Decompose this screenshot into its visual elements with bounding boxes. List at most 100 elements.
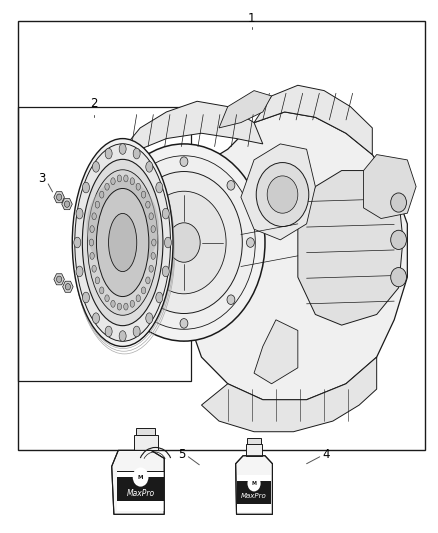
Polygon shape — [241, 144, 315, 240]
Circle shape — [57, 194, 62, 200]
Ellipse shape — [146, 277, 150, 284]
Circle shape — [247, 475, 261, 491]
Ellipse shape — [99, 191, 104, 198]
Bar — [134, 435, 158, 450]
Ellipse shape — [86, 180, 159, 273]
Polygon shape — [236, 456, 272, 514]
Ellipse shape — [149, 265, 153, 272]
Circle shape — [103, 144, 265, 341]
Polygon shape — [123, 101, 263, 149]
Ellipse shape — [151, 225, 155, 232]
Ellipse shape — [146, 161, 153, 172]
Ellipse shape — [124, 175, 128, 182]
Ellipse shape — [82, 292, 89, 303]
Ellipse shape — [130, 300, 134, 307]
Ellipse shape — [92, 213, 96, 220]
Ellipse shape — [88, 169, 158, 315]
Ellipse shape — [133, 148, 140, 159]
Ellipse shape — [111, 178, 115, 185]
Text: 3: 3 — [38, 172, 45, 185]
Ellipse shape — [117, 303, 122, 310]
Ellipse shape — [162, 266, 169, 277]
Ellipse shape — [72, 139, 173, 346]
Polygon shape — [101, 213, 123, 240]
Ellipse shape — [74, 237, 81, 248]
Bar — [247, 438, 261, 444]
Ellipse shape — [90, 225, 94, 232]
Ellipse shape — [146, 313, 153, 324]
Ellipse shape — [105, 326, 112, 337]
Bar — [237, 475, 271, 481]
Ellipse shape — [75, 144, 170, 341]
Ellipse shape — [141, 287, 146, 294]
Ellipse shape — [82, 159, 163, 326]
Ellipse shape — [130, 178, 134, 185]
Circle shape — [113, 156, 255, 329]
Ellipse shape — [76, 208, 83, 219]
Circle shape — [247, 238, 254, 247]
Circle shape — [57, 276, 62, 282]
Ellipse shape — [136, 183, 141, 190]
Circle shape — [180, 319, 188, 328]
Bar — [18, 107, 191, 381]
Bar — [117, 501, 164, 511]
Polygon shape — [112, 450, 164, 514]
Circle shape — [65, 284, 71, 290]
Polygon shape — [364, 155, 416, 219]
Ellipse shape — [99, 287, 104, 294]
Ellipse shape — [119, 330, 126, 341]
Polygon shape — [201, 357, 377, 432]
Polygon shape — [254, 320, 298, 384]
Bar — [117, 471, 164, 511]
Polygon shape — [254, 85, 372, 155]
Ellipse shape — [105, 148, 112, 159]
Ellipse shape — [111, 300, 115, 307]
Text: M: M — [251, 481, 257, 486]
Ellipse shape — [133, 326, 140, 337]
Ellipse shape — [156, 292, 163, 303]
Polygon shape — [298, 171, 403, 325]
Ellipse shape — [151, 253, 155, 260]
Circle shape — [256, 163, 309, 227]
Bar — [237, 475, 271, 512]
Ellipse shape — [162, 208, 169, 219]
Ellipse shape — [119, 144, 126, 155]
Text: 1: 1 — [248, 12, 256, 25]
Ellipse shape — [149, 213, 153, 220]
Circle shape — [64, 201, 70, 207]
Ellipse shape — [92, 161, 99, 172]
Circle shape — [267, 176, 298, 213]
Circle shape — [180, 157, 188, 166]
Ellipse shape — [89, 239, 94, 246]
Circle shape — [142, 191, 226, 294]
Circle shape — [391, 230, 406, 249]
Ellipse shape — [105, 183, 109, 190]
Ellipse shape — [96, 189, 149, 296]
Bar — [136, 428, 155, 435]
Ellipse shape — [136, 295, 141, 302]
Bar — [246, 444, 262, 456]
Text: 5: 5 — [178, 448, 185, 461]
Bar — [18, 21, 425, 450]
Ellipse shape — [95, 201, 99, 208]
Text: M: M — [138, 474, 143, 480]
Ellipse shape — [92, 265, 96, 272]
Circle shape — [133, 181, 141, 190]
Ellipse shape — [141, 191, 146, 198]
Ellipse shape — [82, 182, 89, 193]
Ellipse shape — [90, 253, 94, 260]
Circle shape — [391, 193, 406, 212]
Text: MaxPro: MaxPro — [241, 492, 267, 499]
Polygon shape — [175, 112, 407, 400]
Circle shape — [133, 295, 141, 304]
Ellipse shape — [124, 303, 128, 310]
Ellipse shape — [105, 295, 109, 302]
Polygon shape — [219, 91, 272, 128]
Circle shape — [168, 223, 200, 262]
Circle shape — [126, 172, 242, 313]
Bar — [237, 504, 271, 512]
Circle shape — [113, 238, 121, 247]
Text: MaxPro: MaxPro — [127, 489, 155, 497]
Ellipse shape — [152, 239, 156, 246]
Ellipse shape — [95, 277, 99, 284]
